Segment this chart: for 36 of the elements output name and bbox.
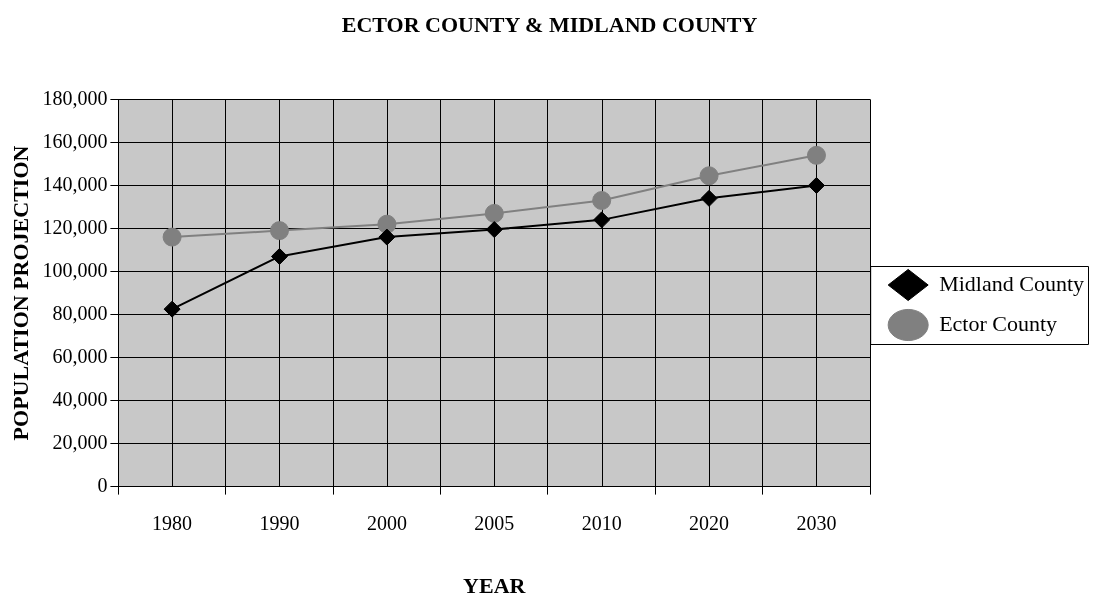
- y-tick-label: 160,000: [42, 129, 108, 152]
- y-tick-label: 0: [97, 473, 108, 496]
- point: [270, 247, 288, 265]
- y-tick-label: 40,000: [52, 387, 108, 410]
- point: [269, 221, 289, 241]
- point: [806, 145, 826, 165]
- point: [700, 189, 718, 207]
- y-tick-label: 120,000: [42, 215, 108, 238]
- point: [699, 166, 719, 186]
- x-tick-label: 1980: [152, 511, 193, 534]
- point: [592, 191, 612, 210]
- chart-title: ECTOR COUNTY & MIDLAND COUNTY: [341, 11, 758, 37]
- y-tick-label: 180,000: [42, 86, 108, 109]
- point: [163, 300, 181, 318]
- point: [377, 214, 397, 234]
- point: [162, 227, 182, 247]
- legend-label: Ector County: [939, 310, 1058, 336]
- point: [378, 228, 396, 246]
- x-tick-label: 2030: [796, 511, 837, 534]
- y-axis-title: POPULATION PROJECTION: [7, 145, 33, 441]
- y-tick-label: 80,000: [52, 301, 108, 324]
- x-tick-label: 2000: [366, 511, 407, 534]
- x-tick-label: 2005: [474, 511, 515, 534]
- y-tick-label: 60,000: [52, 344, 108, 367]
- y-tick-label: 20,000: [52, 430, 108, 453]
- point: [593, 211, 611, 229]
- x-axis-title: YEAR: [463, 573, 527, 599]
- point: [484, 203, 504, 223]
- y-tick-label: 140,000: [42, 172, 108, 195]
- x-tick-label: 1990: [259, 511, 300, 534]
- x-tick-label: 2010: [581, 511, 622, 534]
- y-tick-label: 100,000: [42, 258, 108, 281]
- point: [807, 176, 825, 194]
- x-tick-label: 2020: [689, 511, 730, 534]
- legend-label: Midland County: [939, 270, 1085, 296]
- point: [485, 221, 503, 239]
